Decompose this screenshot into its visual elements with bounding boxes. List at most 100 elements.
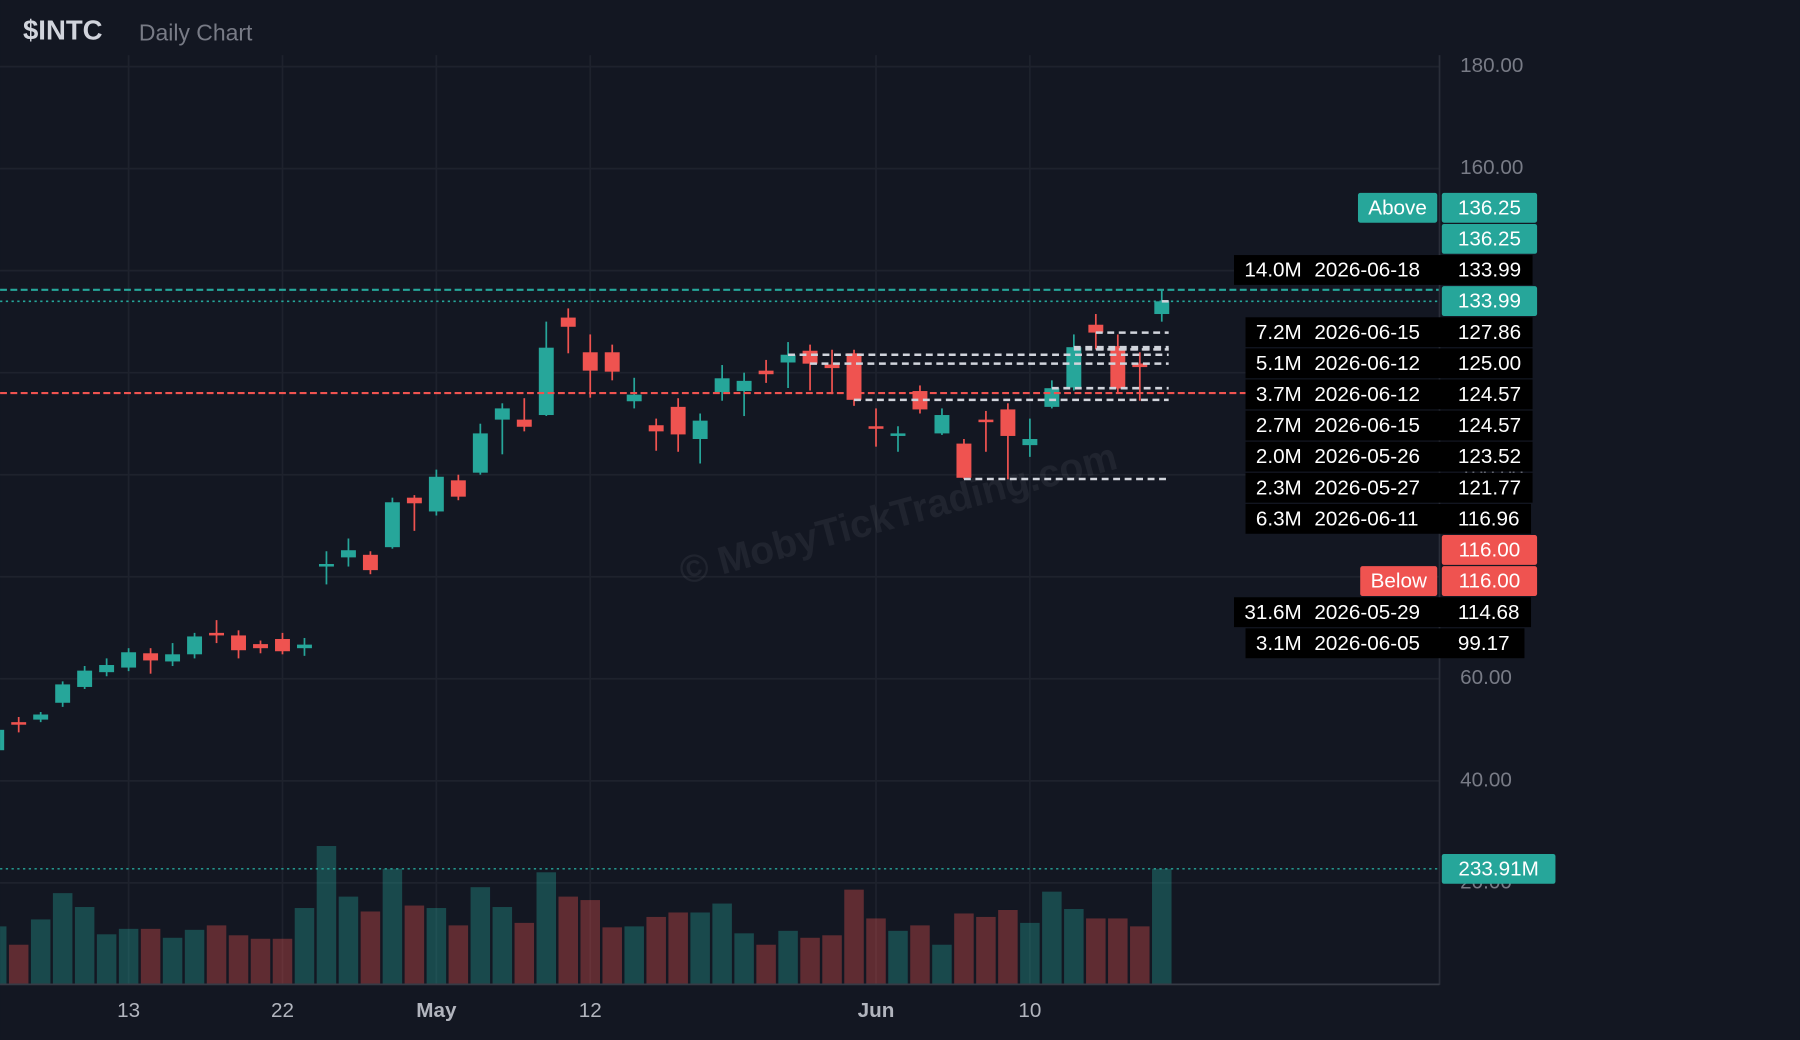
volume-bar — [1042, 891, 1062, 985]
plot — [0, 288, 1440, 985]
candle-body — [978, 419, 994, 423]
volume-bar — [1152, 868, 1172, 985]
level-volume: 5.1M — [1256, 352, 1302, 375]
level-price: 124.57 — [1458, 414, 1521, 437]
level-date: 2026-06-18 — [1314, 259, 1420, 282]
x-tick-label: 12 — [579, 999, 602, 1022]
volume-bar — [888, 930, 908, 985]
level-date: 2026-06-15 — [1314, 321, 1420, 344]
price-tag-label: 133.99 — [1458, 290, 1521, 313]
level-volume: 2.3M — [1256, 476, 1302, 499]
candle-body — [253, 644, 268, 649]
volume-bar — [206, 925, 227, 985]
price-tag — [1441, 192, 1538, 223]
price-tag — [1441, 286, 1538, 317]
candle-body — [1088, 324, 1104, 333]
level-date: 2026-06-15 — [1314, 414, 1420, 437]
candle-body — [736, 380, 752, 392]
volume-bar — [558, 896, 579, 985]
price-tag-label: 116.00 — [1459, 570, 1521, 593]
volume-bar — [1108, 918, 1128, 985]
candle-body — [77, 670, 93, 687]
candle-body — [846, 353, 862, 400]
level-tag — [1245, 410, 1533, 441]
volume-bar — [910, 925, 930, 985]
level-date: 2026-05-26 — [1314, 445, 1420, 468]
level-date: 2026-06-05 — [1314, 632, 1420, 655]
candle-body — [33, 714, 49, 720]
volume-bar — [536, 872, 557, 985]
level-tag — [1245, 503, 1532, 534]
level-volume: 2.0M — [1256, 445, 1302, 468]
price-tag-label: 116.00 — [1459, 539, 1521, 562]
candle-body — [648, 425, 664, 432]
volume-bar — [778, 930, 798, 985]
alert-name: Below — [1371, 570, 1427, 593]
alert-name-box — [1360, 566, 1438, 596]
volume-bar — [1086, 918, 1106, 985]
level-tag — [1234, 597, 1532, 628]
level-volume: 31.6M — [1244, 601, 1301, 624]
level-price: 114.68 — [1458, 601, 1520, 624]
candle-body — [1132, 363, 1148, 368]
candle-body — [231, 635, 246, 651]
volume-bar — [448, 925, 469, 985]
level-volume: 7.2M — [1256, 321, 1302, 344]
candle-body — [758, 370, 774, 375]
volume-bar — [426, 908, 447, 985]
candle-body — [11, 722, 27, 725]
candle-body — [55, 684, 71, 703]
volume-bar — [272, 938, 293, 985]
volume-bar — [1130, 926, 1150, 985]
candle-body — [1066, 347, 1082, 388]
volume-bar — [52, 893, 73, 985]
level-price: 124.57 — [1458, 383, 1521, 406]
level-volume: 14.0M — [1244, 259, 1301, 282]
volume-tag-label: 233.91M — [1458, 857, 1538, 880]
volume-bar — [338, 896, 359, 985]
volume-bar — [690, 912, 710, 985]
level-date: 2026-05-29 — [1314, 601, 1420, 624]
candle-body — [626, 394, 642, 402]
volume-bar — [602, 927, 622, 985]
candle-body — [692, 420, 708, 440]
volume-bar — [822, 935, 842, 985]
candle-body — [143, 653, 159, 661]
candle-body — [165, 654, 181, 662]
level-price: 125.00 — [1458, 352, 1521, 375]
volume-bar — [514, 922, 535, 985]
candle-body — [1000, 409, 1016, 436]
volume-bar — [96, 934, 117, 985]
level-price: 123.52 — [1458, 445, 1521, 468]
volume-bar — [404, 905, 425, 985]
volume-bar — [800, 937, 820, 985]
level-date: 2026-06-11 — [1314, 507, 1418, 530]
alert-name-box — [1357, 192, 1438, 223]
candle-body — [912, 391, 928, 410]
price-tags: Above 136.25 136.25 14.0M 2026-06-18 133.99 13… — [1234, 192, 1556, 884]
candle-body — [99, 665, 115, 673]
candle-body — [1110, 346, 1126, 389]
level-volume: 3.7M — [1256, 383, 1302, 406]
candle-body — [824, 364, 840, 369]
volume-bar — [0, 926, 7, 985]
volume-bar — [492, 907, 513, 985]
grid — [0, 55, 1440, 985]
candle-body — [275, 638, 290, 652]
volume-bar — [932, 944, 952, 985]
x-tick-label: May — [416, 999, 457, 1022]
volume-bar — [954, 913, 974, 985]
candle-body — [297, 644, 312, 649]
candle-body — [318, 564, 334, 567]
candle-body — [604, 352, 620, 372]
subtitle: Daily Chart — [139, 19, 253, 45]
level-price: 99.17 — [1458, 632, 1510, 655]
volume-bar — [998, 909, 1018, 985]
level-date: 2026-05-27 — [1314, 476, 1420, 499]
price-tag — [1441, 223, 1538, 254]
volume-bar — [8, 944, 29, 985]
candle-body — [934, 415, 950, 434]
volume-bar — [118, 928, 139, 985]
